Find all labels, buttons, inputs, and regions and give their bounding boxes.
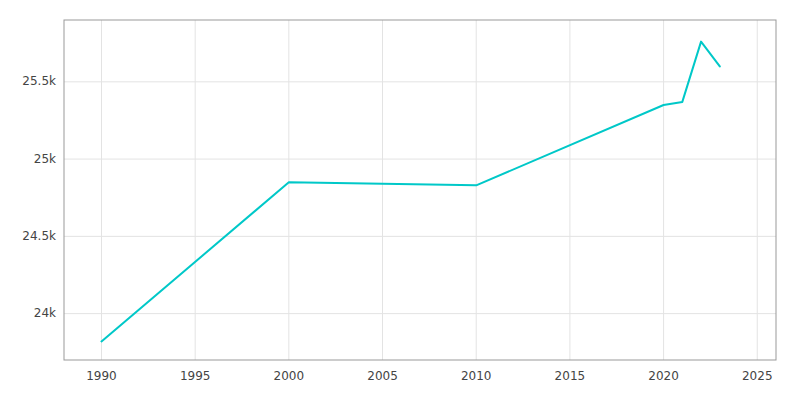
- grid: [64, 20, 776, 360]
- plot-data: [101, 42, 719, 342]
- grid-line-x: [288, 20, 289, 360]
- grid-line-x: [569, 20, 570, 360]
- grid-line-x: [663, 20, 664, 360]
- x-tick-label: 1995: [180, 369, 211, 383]
- grid-line-x: [195, 20, 196, 360]
- grid-line-x: [382, 20, 383, 360]
- grid-line-x: [101, 20, 102, 360]
- grid-line-x: [757, 20, 758, 360]
- grid-line-y: [64, 236, 776, 237]
- x-tick-label: 2000: [274, 369, 305, 383]
- y-tick-label: 25.5k: [22, 74, 56, 88]
- plot-frame: [64, 20, 776, 360]
- y-tick-label: 25k: [34, 152, 56, 166]
- grid-line-y: [64, 313, 776, 314]
- grid-line-y: [64, 81, 776, 82]
- chart-svg: 24k 24.5k 25k 25.5k 1990 1995 2000 2005 2010 2015…: [0, 0, 800, 400]
- y-tick-label: 24.5k: [22, 229, 56, 243]
- chart-container: 24k 24.5k 25k 25.5k 1990 1995 2000 2005 2010 2015…: [0, 0, 800, 400]
- x-tick-label: 2015: [555, 369, 586, 383]
- grid-line-y: [64, 159, 776, 160]
- x-tick-label: 2005: [367, 369, 398, 383]
- x-tick-label: 2020: [648, 369, 679, 383]
- grid-line-x: [476, 20, 477, 360]
- y-tick-label: 24k: [34, 306, 56, 320]
- x-tick-label: 2010: [461, 369, 492, 383]
- x-tick-label: 2025: [742, 369, 773, 383]
- x-tick-label: 1990: [86, 369, 117, 383]
- axes: 24k 24.5k 25k 25.5k 1990 1995 2000 2005 2010 2015…: [22, 74, 772, 383]
- population-line: [101, 42, 719, 342]
